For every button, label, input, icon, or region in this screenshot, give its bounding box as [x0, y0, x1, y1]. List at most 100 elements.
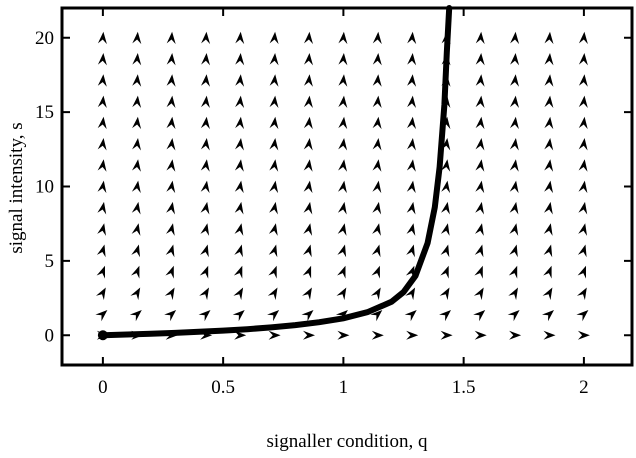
field-arrow	[407, 74, 417, 87]
field-arrow	[96, 265, 105, 279]
field-arrow	[510, 53, 520, 66]
field-arrow	[474, 244, 484, 258]
field-arrow	[372, 138, 382, 151]
field-arrow	[371, 330, 384, 340]
field-arrow	[269, 116, 279, 130]
field-arrow	[372, 95, 382, 108]
field-arrow	[235, 138, 244, 151]
field-arrow	[406, 159, 416, 172]
field-arrow	[200, 138, 210, 151]
field-arrow	[406, 223, 416, 236]
field-arrow	[337, 223, 347, 236]
field-arrow	[338, 116, 348, 130]
field-arrow	[544, 180, 553, 194]
field-arrow	[303, 159, 313, 172]
field-arrow	[371, 265, 380, 279]
field-arrow	[165, 244, 175, 258]
x-axis-label: signaller condition, q	[267, 431, 428, 452]
field-arrow	[338, 159, 347, 172]
field-arrow	[164, 287, 175, 301]
field-arrow	[269, 31, 279, 45]
field-arrow	[441, 201, 450, 215]
field-arrow	[166, 116, 176, 130]
field-arrow	[132, 138, 141, 151]
field-arrow	[509, 180, 519, 194]
field-arrow	[577, 287, 587, 301]
field-arrow	[96, 244, 106, 258]
field-arrow	[267, 287, 278, 301]
field-arrow	[200, 116, 210, 130]
field-arrow	[509, 138, 519, 151]
field-arrow	[475, 138, 485, 151]
field-arrow	[475, 95, 485, 108]
y-tick-label: 10	[35, 177, 54, 198]
field-arrow	[201, 31, 211, 45]
field-arrow	[407, 53, 417, 66]
x-tick-label: 0.5	[211, 377, 235, 398]
field-arrow	[372, 223, 381, 236]
field-arrow	[577, 244, 587, 258]
field-arrow	[234, 180, 244, 194]
x-axis-ticks: 0 0.5 1 1.5 2	[98, 8, 589, 398]
field-arrow	[406, 330, 419, 340]
trajectory-start-point	[97, 330, 108, 341]
field-arrow	[303, 138, 313, 151]
field-arrow	[441, 180, 451, 194]
field-arrow	[544, 201, 553, 215]
field-arrow	[475, 159, 485, 172]
field-arrow	[132, 31, 142, 45]
field-arrow	[372, 201, 382, 215]
field-arrow	[372, 116, 382, 130]
field-arrow	[337, 244, 347, 258]
field-arrow	[97, 180, 107, 194]
field-arrow	[166, 180, 176, 194]
field-arrow	[166, 53, 176, 66]
field-arrow	[235, 31, 245, 45]
field-arrow	[507, 310, 520, 322]
field-arrow	[201, 95, 210, 108]
y-tick-label: 20	[35, 28, 54, 49]
field-arrow	[407, 116, 416, 130]
field-arrow	[336, 287, 347, 301]
field-arrow	[97, 53, 107, 66]
field-arrow	[338, 74, 348, 87]
field-arrow	[508, 265, 518, 279]
field-arrow	[475, 201, 484, 215]
field-arrow	[578, 201, 588, 215]
field-arrow	[510, 95, 519, 108]
field-arrow	[439, 310, 451, 322]
field-arrow	[199, 265, 209, 279]
field-arrow	[475, 116, 485, 130]
field-arrow	[337, 265, 346, 279]
field-arrow	[510, 116, 519, 130]
field-arrow	[370, 310, 383, 322]
field-arrow	[473, 287, 484, 301]
field-arrow	[234, 223, 244, 236]
field-arrow	[509, 223, 519, 236]
field-arrow	[269, 74, 279, 87]
field-arrow	[303, 180, 313, 194]
field-arrow	[132, 53, 142, 66]
field-arrow	[200, 244, 209, 258]
field-arrow	[371, 244, 381, 258]
field-arrow	[164, 310, 177, 322]
field-arrow	[407, 95, 416, 108]
field-arrow	[200, 223, 210, 236]
field-arrow	[131, 201, 141, 215]
field-arrow	[199, 287, 209, 301]
field-arrow	[544, 53, 554, 66]
field-arrow	[407, 31, 417, 45]
field-arrow	[407, 138, 416, 151]
vector-field-arrows	[95, 31, 590, 340]
field-arrow	[406, 180, 416, 194]
field-arrow	[302, 287, 312, 301]
field-arrow	[543, 265, 552, 279]
field-arrow	[268, 265, 277, 279]
y-axis-label: signal intensity, s	[6, 122, 27, 253]
field-arrow	[578, 138, 588, 151]
field-arrow	[200, 180, 210, 194]
field-arrow	[576, 310, 589, 322]
field-arrow	[166, 74, 176, 87]
field-arrow	[166, 159, 176, 172]
